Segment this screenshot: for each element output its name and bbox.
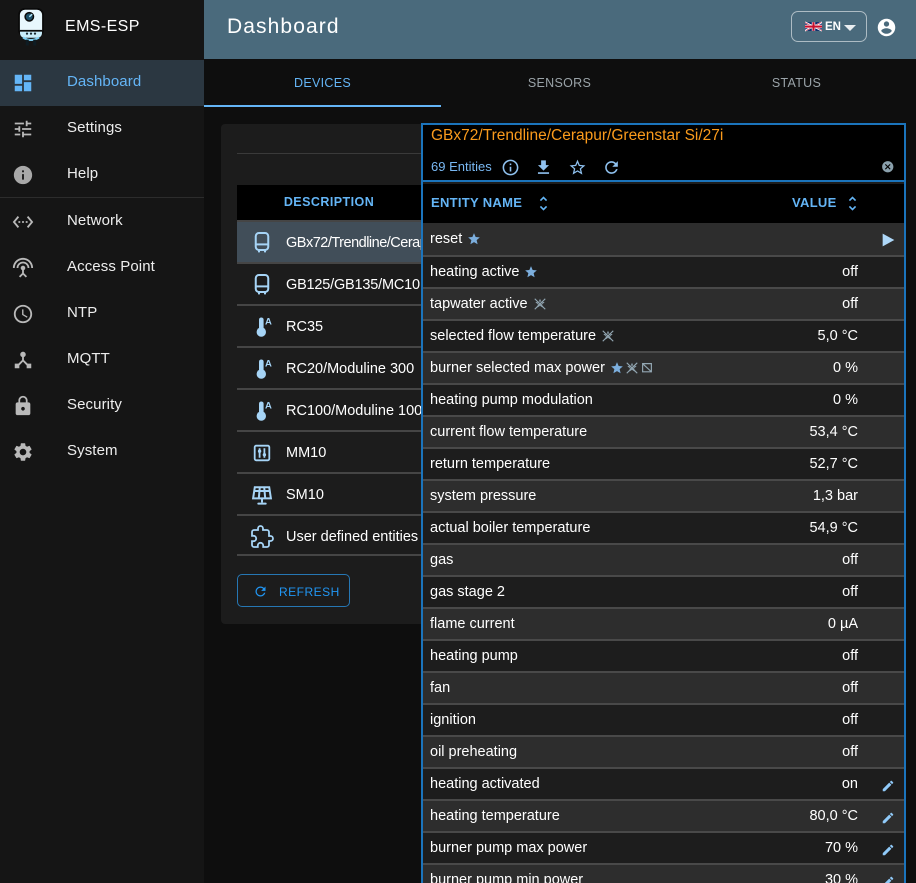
svg-text:A: A	[265, 401, 272, 412]
svg-text:A: A	[265, 317, 272, 328]
svg-text:A: A	[265, 359, 272, 370]
